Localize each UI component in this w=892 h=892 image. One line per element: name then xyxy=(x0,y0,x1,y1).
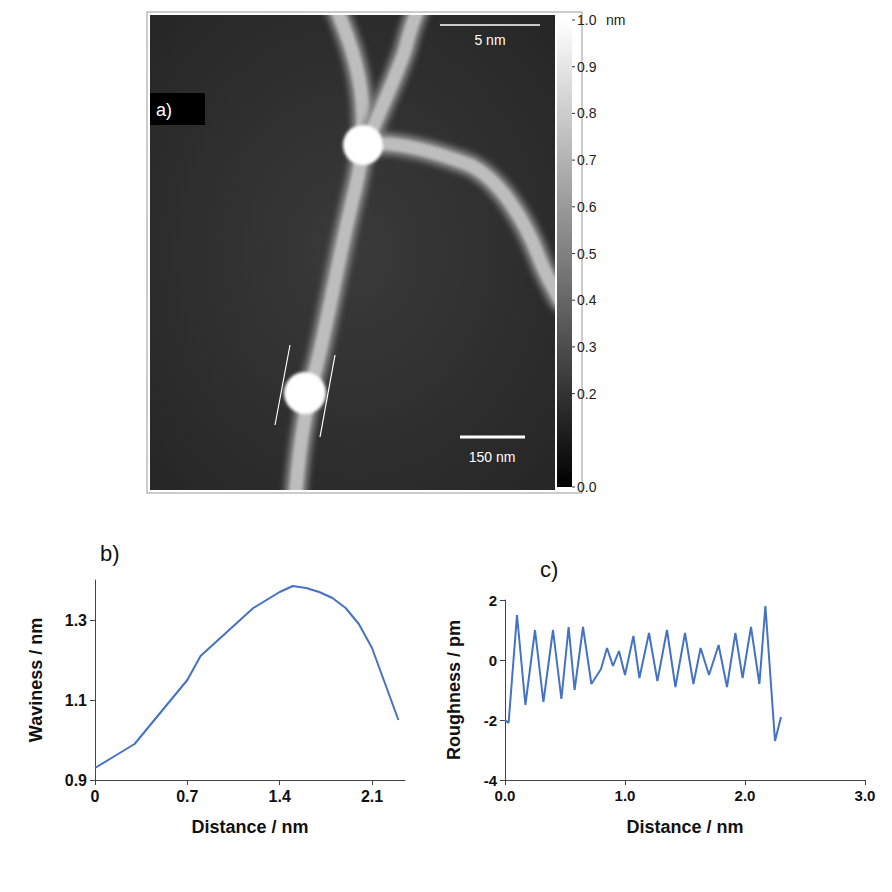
svg-text:b): b) xyxy=(100,541,120,566)
svg-text:3.0: 3.0 xyxy=(855,787,876,804)
svg-text:a): a) xyxy=(156,100,172,120)
svg-text:0: 0 xyxy=(489,652,497,669)
svg-text:1.1: 1.1 xyxy=(65,692,87,709)
svg-text:1.0: 1.0 xyxy=(615,787,636,804)
svg-text:0.5: 0.5 xyxy=(577,246,597,262)
svg-text:-2: -2 xyxy=(484,712,497,729)
svg-text:1.4: 1.4 xyxy=(269,788,291,805)
svg-text:Waviness / nm: Waviness / nm xyxy=(26,618,46,742)
svg-text:5 nm: 5 nm xyxy=(474,32,505,48)
svg-text:0.2: 0.2 xyxy=(577,386,597,402)
svg-text:0.7: 0.7 xyxy=(577,152,597,168)
svg-text:0.7: 0.7 xyxy=(176,788,198,805)
svg-text:1.0: 1.0 xyxy=(577,12,597,28)
svg-text:Distance / nm: Distance / nm xyxy=(626,817,743,837)
svg-text:2: 2 xyxy=(489,592,497,609)
svg-text:0.9: 0.9 xyxy=(577,59,597,75)
svg-text:1.3: 1.3 xyxy=(65,612,87,629)
svg-text:0.0: 0.0 xyxy=(495,787,516,804)
svg-text:0.4: 0.4 xyxy=(577,292,597,308)
svg-text:0.9: 0.9 xyxy=(65,772,87,789)
svg-text:0: 0 xyxy=(91,788,100,805)
svg-text:Distance / nm: Distance / nm xyxy=(191,817,308,837)
svg-text:nm: nm xyxy=(606,12,625,28)
svg-text:0.3: 0.3 xyxy=(577,339,597,355)
svg-text:Roughness / pm: Roughness / pm xyxy=(444,620,464,760)
svg-text:0.8: 0.8 xyxy=(577,105,597,121)
svg-text:2.0: 2.0 xyxy=(735,787,756,804)
svg-text:0.0: 0.0 xyxy=(577,479,597,495)
svg-text:2.1: 2.1 xyxy=(361,788,383,805)
svg-text:-4: -4 xyxy=(484,772,498,789)
svg-text:c): c) xyxy=(540,557,558,582)
svg-text:0.6: 0.6 xyxy=(577,199,597,215)
svg-text:150 nm: 150 nm xyxy=(469,449,516,465)
